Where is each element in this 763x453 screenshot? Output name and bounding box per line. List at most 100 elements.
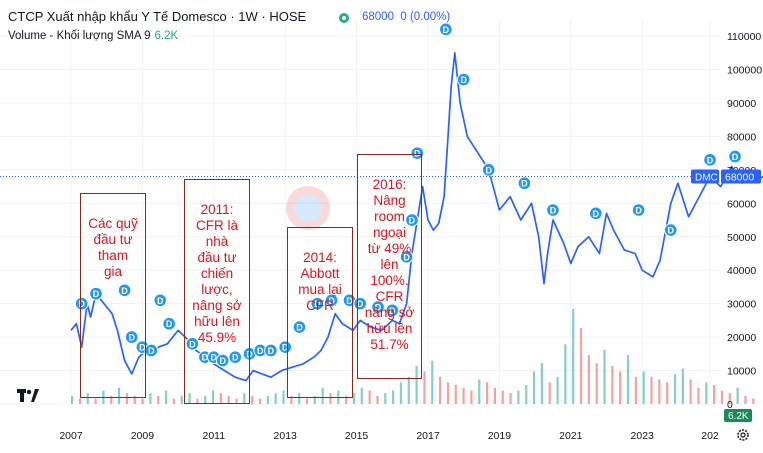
- volume-bar: [266, 395, 269, 404]
- volume-bar: [211, 390, 215, 404]
- symbol-title: CTCP Xuất nhập khẩu Y Tế Domesco · 1W · …: [8, 9, 307, 24]
- volume-bar: [172, 398, 175, 404]
- dividend-marker: D: [278, 340, 293, 354]
- x-tick-label: 2017: [416, 430, 440, 442]
- annotation-line: nâng sở: [364, 305, 415, 320]
- volume-bar: [697, 387, 700, 404]
- volume-bar: [368, 390, 371, 404]
- volume-bar: [501, 390, 504, 404]
- annotation-line: mua lại: [298, 282, 342, 297]
- dividend-label: D: [732, 152, 739, 162]
- dividend-marker: D: [481, 163, 496, 177]
- dividend-icon: [371, 300, 385, 314]
- dividend-label: D: [189, 339, 196, 349]
- volume-bar: [666, 382, 669, 404]
- annotation-line: CFR là: [195, 218, 238, 233]
- dividend-label: D: [357, 299, 364, 309]
- dividend-marker: D: [703, 153, 717, 167]
- annotation-line: CFR: [306, 298, 334, 313]
- dividend-icon: [631, 203, 646, 217]
- annotation-line: 2011:: [200, 202, 234, 217]
- volume-bar: [86, 393, 89, 404]
- eye-icon[interactable]: [339, 13, 349, 23]
- y-tick-label: 110000: [727, 31, 761, 43]
- x-tick-label: 2011: [203, 430, 226, 442]
- annotation-line: hữu lên: [194, 314, 240, 329]
- volume-bar: [658, 379, 661, 404]
- x-tick-label: 2023: [631, 430, 655, 442]
- volume-bar: [650, 376, 653, 404]
- volume-sma: SMA 9: [116, 30, 151, 42]
- annotation-line: lên: [380, 257, 399, 272]
- volume-bar: [713, 385, 716, 404]
- annotation-line: đầu tư: [93, 232, 133, 247]
- volume-bar: [595, 363, 598, 404]
- volume-bar: [446, 382, 450, 404]
- dividend-label: D: [282, 343, 289, 353]
- dividend-icon: [385, 303, 400, 318]
- dividend-marker: D: [153, 293, 168, 308]
- annotation-line: chiến: [200, 266, 234, 281]
- dividend-marker: D: [371, 300, 385, 314]
- annotation-line: hữu lên: [366, 321, 413, 336]
- volume-bar: [274, 393, 277, 404]
- dividend-marker: D: [162, 316, 176, 331]
- volume-bar: [360, 387, 363, 404]
- vietstock-watermark: [286, 186, 330, 230]
- dividend-label: D: [232, 353, 239, 363]
- dividend-icon: [124, 330, 139, 344]
- dividend-label: D: [593, 209, 600, 219]
- volume-bar: [282, 390, 285, 404]
- volume-legend: Volume - Khối lượng SMA 9 6.2K: [8, 30, 178, 42]
- annotation-line: 2016:: [372, 177, 407, 192]
- volume-bar: [493, 387, 497, 404]
- dividend-marker: D: [456, 72, 471, 87]
- dividend-marker: D: [546, 203, 560, 217]
- annotation-line: CFR: [375, 289, 404, 304]
- dividend-label: D: [389, 306, 396, 316]
- volume-bar: [94, 398, 97, 404]
- annotation-line: tham: [97, 248, 128, 263]
- dividend-icon: [546, 203, 560, 217]
- annotation-line: 51.7%: [370, 337, 409, 352]
- volume-bar: [689, 379, 692, 404]
- dividend-marker: D: [264, 343, 278, 358]
- dividend-marker: D: [324, 293, 339, 308]
- price-change: 0 (0.00%): [400, 11, 451, 23]
- volume-bar: [611, 366, 614, 404]
- y-tick-label: 100000: [727, 65, 762, 77]
- dividend-marker: D: [439, 22, 453, 37]
- annotation-line: đầu tư: [197, 250, 237, 265]
- volume-bar: [485, 382, 489, 404]
- volume-bar: [227, 395, 230, 404]
- annotation-line: nâng sở: [192, 298, 242, 313]
- dividend-label: D: [375, 302, 382, 312]
- dividend-label: D: [78, 299, 85, 309]
- dividend-label: D: [139, 343, 146, 353]
- volume-bar: [157, 395, 160, 404]
- gear-icon[interactable]: [736, 428, 750, 442]
- dividend-label: D: [202, 353, 209, 363]
- dividend-icon: [278, 340, 293, 354]
- dividend-label: D: [148, 346, 155, 356]
- annotation-box: 2016: Nâng room ngoại từ 49% lên 100%. CFR nâng …: [357, 154, 422, 379]
- dividend-icon: [310, 296, 325, 311]
- dividend-icon: [74, 296, 89, 311]
- annotation-line: lược,: [201, 282, 233, 297]
- last-price-symbol: DMC: [695, 173, 718, 184]
- dividend-icon: [439, 22, 453, 37]
- volume-bar: [525, 385, 528, 404]
- volume-bar: [462, 387, 465, 404]
- x-tick-label: 202: [701, 430, 719, 442]
- tradingview-logo-icon[interactable]: [17, 389, 39, 403]
- volume-bar: [125, 393, 129, 404]
- volume-bar: [548, 382, 551, 404]
- dividend-marker: D: [228, 350, 243, 364]
- volume-bar: [352, 393, 356, 404]
- volume-bar: [470, 390, 473, 404]
- dividend-label: D: [314, 299, 321, 309]
- volume-bar: [532, 371, 536, 404]
- dividend-icon: [481, 163, 496, 177]
- dividend-label: D: [211, 353, 218, 363]
